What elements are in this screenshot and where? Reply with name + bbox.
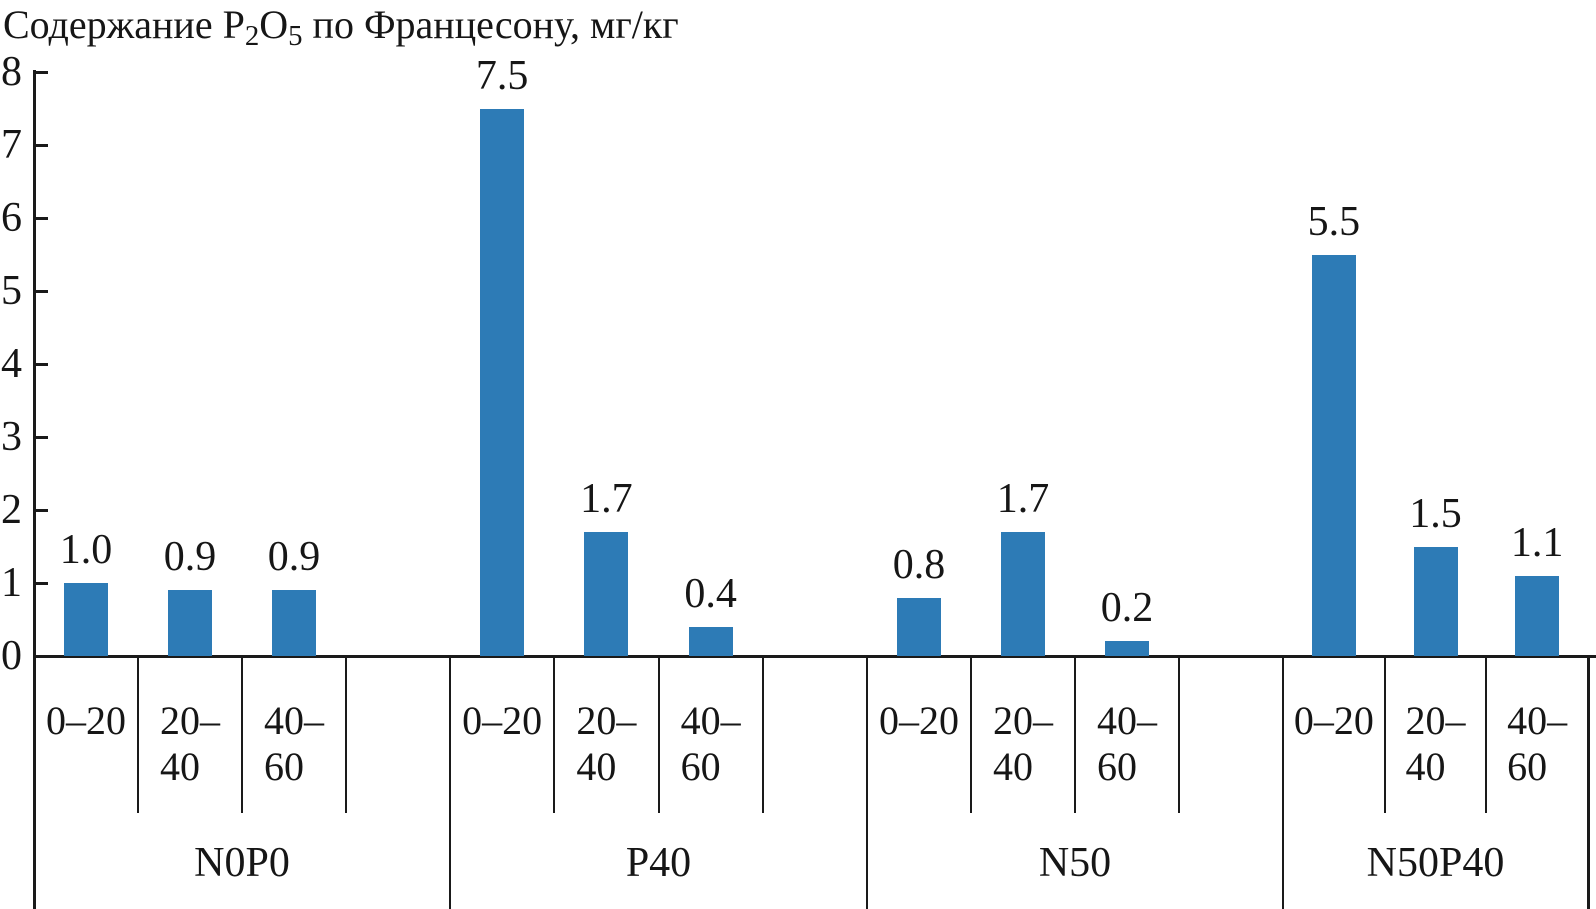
bar bbox=[1311, 254, 1356, 656]
y-axis-tick bbox=[36, 509, 48, 512]
group-separator-line bbox=[1282, 656, 1284, 909]
y-axis-tick-label: 3 bbox=[1, 414, 22, 460]
depth-label: 20– 40 bbox=[576, 698, 637, 789]
depth-cell-separator bbox=[1485, 656, 1488, 813]
x-axis-line bbox=[33, 655, 1596, 658]
y-axis-tick bbox=[36, 290, 48, 293]
bar-value-label: 1.1 bbox=[1510, 519, 1564, 566]
bar-value-label: 0.9 bbox=[163, 534, 217, 581]
depth-cell-separator bbox=[1178, 656, 1180, 813]
bar bbox=[1515, 575, 1560, 656]
y-axis-tick bbox=[36, 582, 48, 585]
y-axis-tick bbox=[36, 71, 48, 74]
group-label: N50 bbox=[1038, 840, 1112, 886]
depth-label: 0–20 bbox=[46, 698, 126, 743]
bar-value-label: 5.5 bbox=[1307, 198, 1361, 245]
bar bbox=[480, 108, 525, 656]
group-label: N50P40 bbox=[1366, 840, 1505, 886]
depth-cell-separator bbox=[970, 656, 972, 813]
bar bbox=[64, 583, 108, 656]
depth-cell-separator bbox=[1383, 656, 1386, 813]
y-axis-tick-label: 2 bbox=[1, 487, 22, 533]
depth-label: 20– 40 bbox=[993, 698, 1053, 789]
bar bbox=[897, 597, 941, 656]
y-axis-line bbox=[33, 70, 36, 909]
bar bbox=[584, 531, 629, 656]
y-axis-tick-label: 4 bbox=[1, 341, 22, 387]
group-separator-line bbox=[449, 656, 451, 909]
y-axis-tick bbox=[36, 436, 48, 439]
bar-value-label: 0.9 bbox=[267, 534, 321, 581]
y-axis-tick-label: 5 bbox=[1, 268, 22, 314]
depth-label: 20– 40 bbox=[1405, 698, 1466, 789]
depth-label: 20– 40 bbox=[160, 698, 220, 789]
bar-value-label: 1.0 bbox=[59, 527, 113, 573]
depth-cell-separator bbox=[241, 656, 243, 813]
depth-cell-separator bbox=[1074, 656, 1076, 813]
depth-label: 0–20 bbox=[879, 698, 959, 743]
bar-value-label: 1.7 bbox=[580, 475, 633, 522]
y-axis-tick bbox=[36, 144, 48, 147]
bar bbox=[1413, 546, 1458, 656]
y-axis-tick-label: 1 bbox=[1, 560, 22, 606]
chart-title: Содержание P2O5 по Францесону, мг/кг bbox=[3, 2, 679, 53]
bar-value-label: 7.5 bbox=[475, 52, 529, 99]
chart-title-text: Содержание P bbox=[3, 2, 245, 47]
bar bbox=[1001, 531, 1045, 656]
bar bbox=[272, 590, 316, 656]
y-axis-tick bbox=[36, 217, 48, 220]
depth-label: 0–20 bbox=[1293, 698, 1374, 743]
group-label: P40 bbox=[625, 840, 692, 886]
depth-label: 0–20 bbox=[462, 698, 543, 743]
bar-value-label: 0.2 bbox=[1100, 585, 1154, 632]
chart-title-subscript: 2 bbox=[244, 19, 260, 52]
right-border-line bbox=[1587, 656, 1590, 909]
y-axis-tick-label: 8 bbox=[1, 49, 22, 95]
chart-title-subscript: 5 bbox=[288, 19, 303, 52]
depth-cell-separator bbox=[553, 656, 556, 813]
y-axis-tick-label: 7 bbox=[1, 122, 22, 168]
bar-value-label: 1.7 bbox=[996, 475, 1050, 522]
depth-cell-separator bbox=[657, 656, 660, 813]
y-axis-tick-label: 6 bbox=[1, 195, 22, 241]
depth-label: 40– 60 bbox=[1507, 698, 1568, 789]
depth-cell-separator bbox=[761, 656, 764, 813]
chart-title-text: O bbox=[259, 2, 289, 47]
depth-label: 40– 60 bbox=[680, 698, 741, 789]
group-label: N0P0 bbox=[194, 840, 290, 886]
y-axis-tick bbox=[36, 363, 48, 366]
y-axis-tick-label: 0 bbox=[1, 633, 22, 679]
group-separator-line bbox=[866, 656, 868, 909]
chart-title-text: по Францесону, мг/кг bbox=[302, 2, 679, 47]
depth-label: 40– 60 bbox=[264, 698, 324, 789]
bar bbox=[1105, 641, 1149, 656]
bar-value-label: 1.5 bbox=[1409, 490, 1462, 537]
bar bbox=[168, 590, 212, 656]
bar-value-label: 0.4 bbox=[684, 570, 737, 617]
depth-cell-separator bbox=[137, 656, 139, 813]
depth-label: 40– 60 bbox=[1097, 698, 1157, 789]
bar bbox=[688, 626, 733, 656]
depth-cell-separator bbox=[345, 656, 347, 813]
bar-value-label: 0.8 bbox=[892, 541, 946, 588]
